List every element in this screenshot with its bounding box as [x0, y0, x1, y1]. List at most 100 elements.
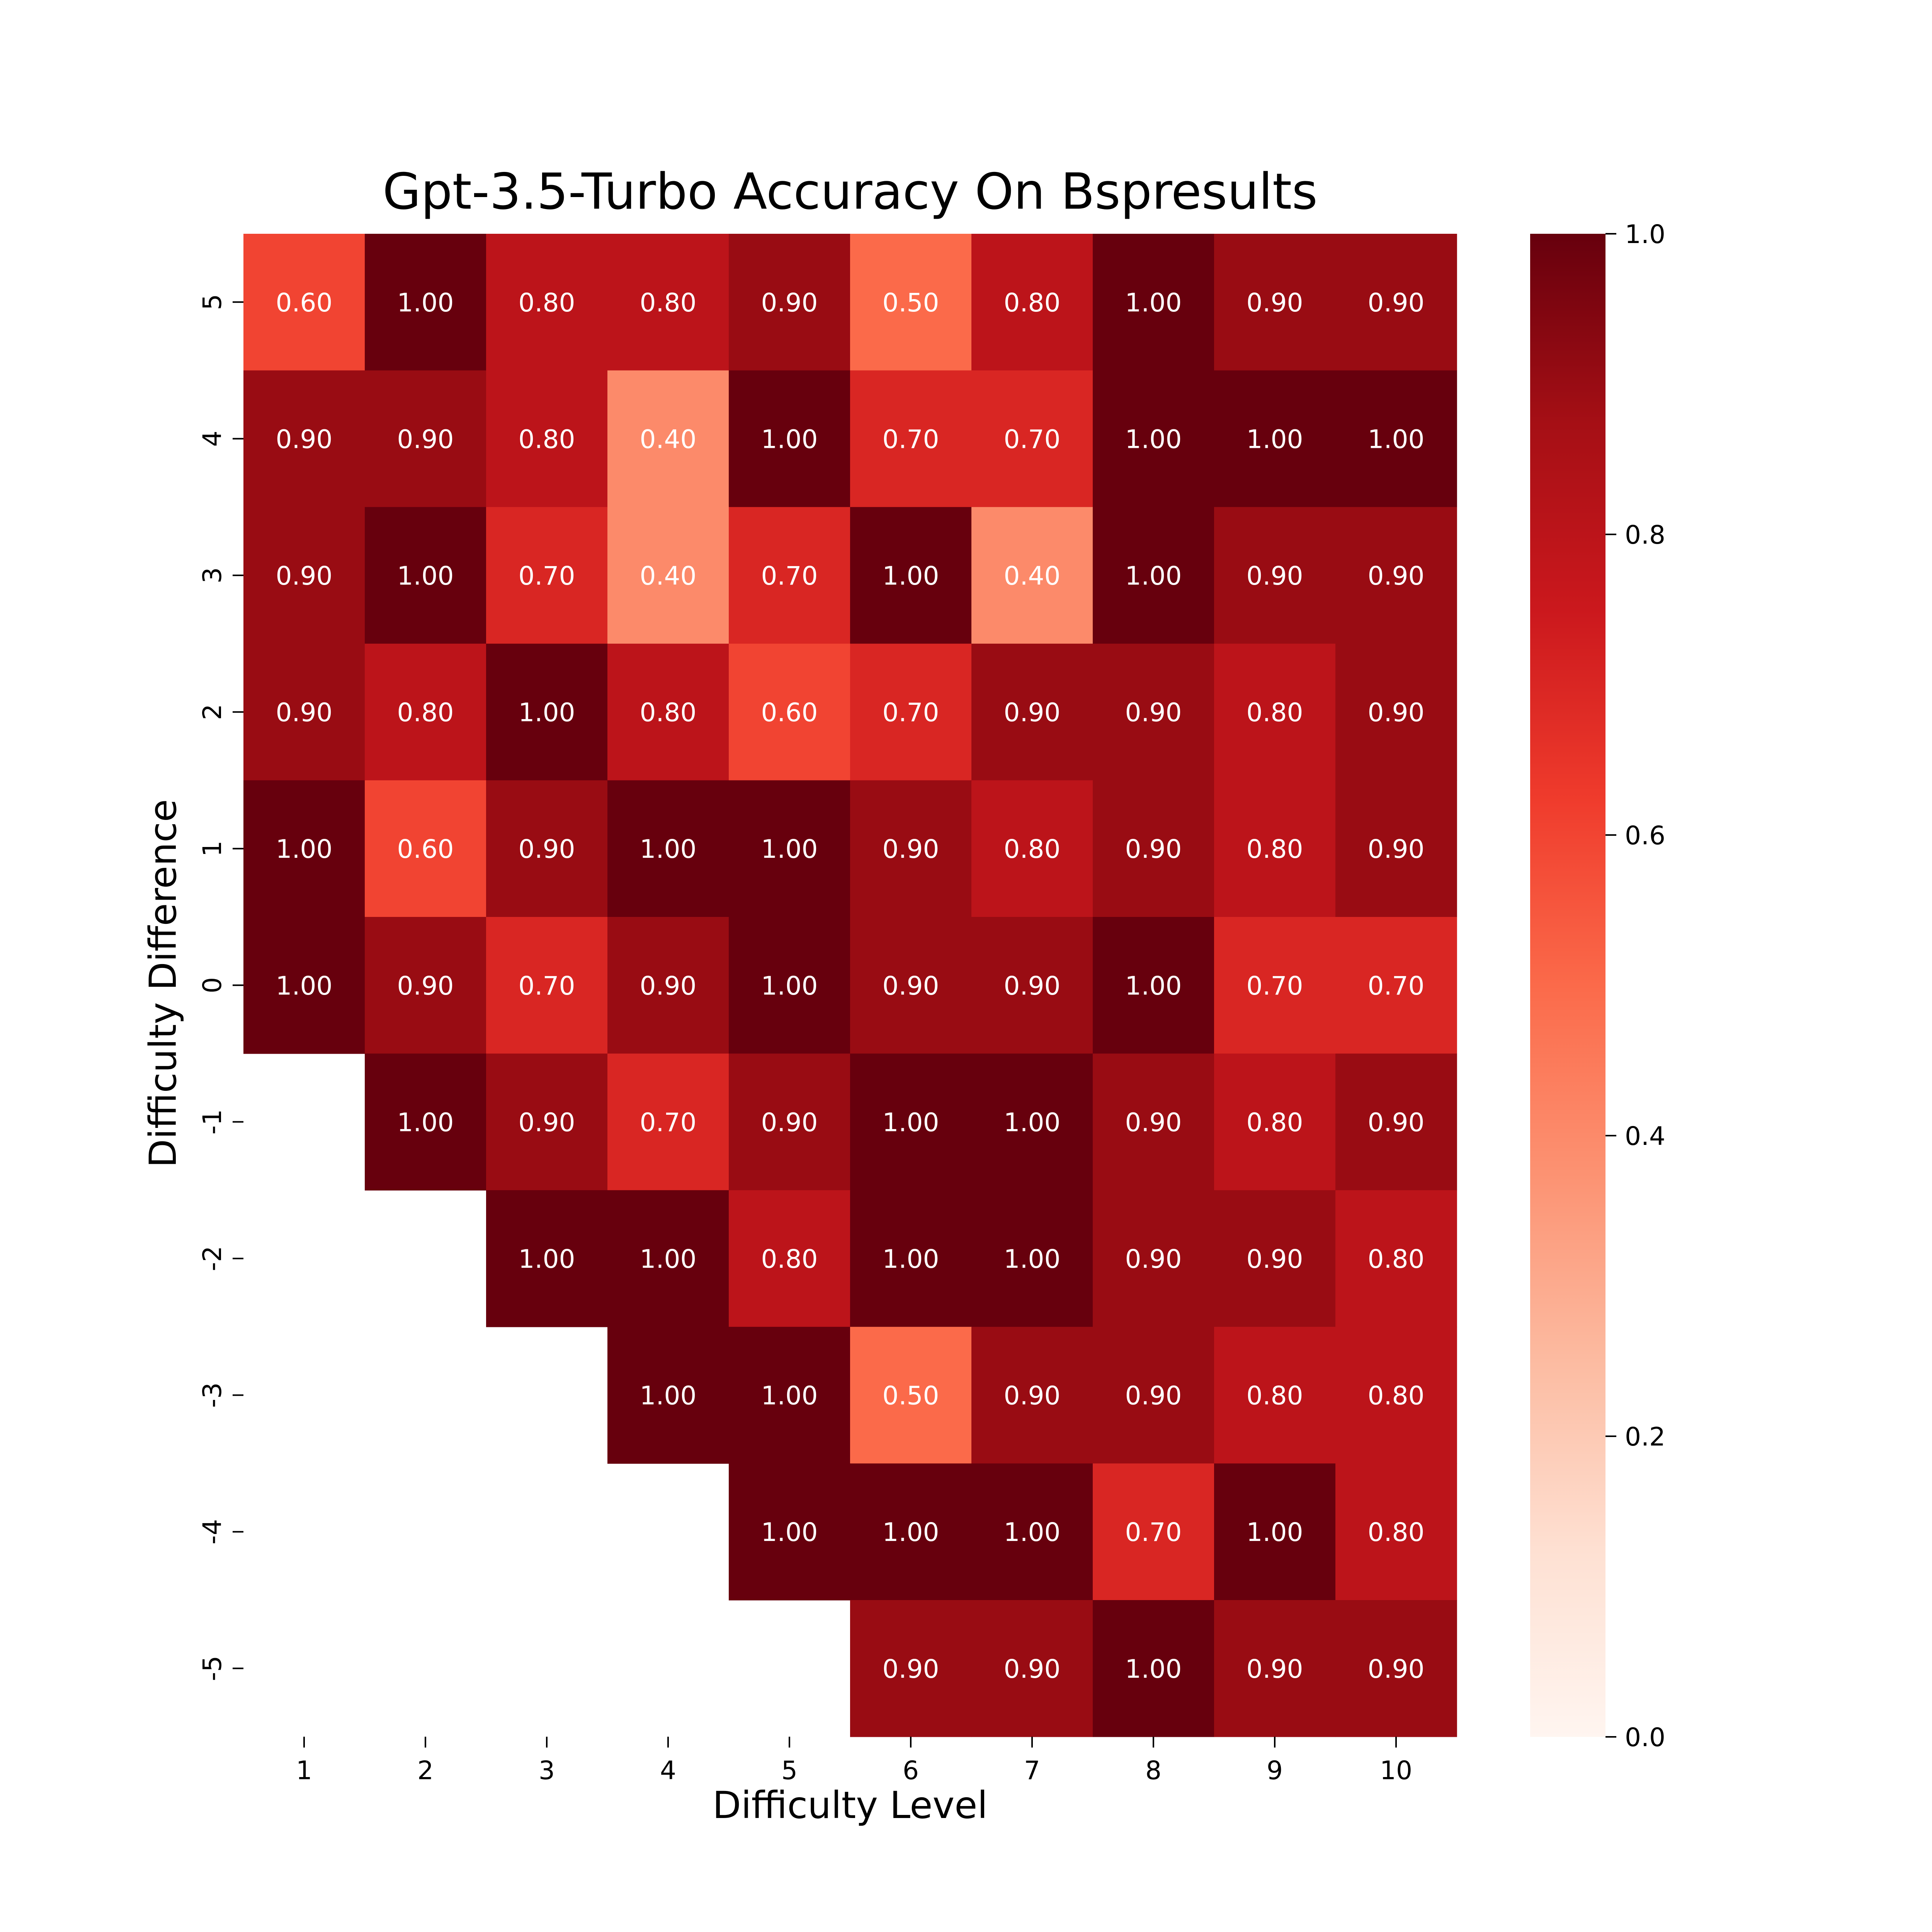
heatmap-cell: [729, 370, 850, 507]
y-tick-label: 3: [197, 567, 227, 583]
cell-value-label: 0.70: [761, 561, 818, 591]
x-tick-label: 9: [1267, 1756, 1283, 1786]
heatmap-cell: [243, 643, 365, 781]
cell-value-label: 0.70: [883, 424, 939, 454]
heatmap-cell: [1214, 1600, 1336, 1737]
cell-value-label: 0.90: [1125, 834, 1182, 864]
heatmap-cell: [850, 780, 972, 917]
cell-value-label: 0.70: [519, 971, 575, 1001]
heatmap-cell: [1214, 507, 1336, 644]
heatmap-cell: [1214, 1463, 1336, 1600]
y-tick-label: 4: [197, 430, 227, 447]
heatmap-cell: [971, 1463, 1093, 1600]
y-tick-label: -5: [197, 1656, 227, 1681]
x-tick-label: 8: [1145, 1756, 1162, 1786]
heatmap-cell: [1335, 643, 1457, 781]
cell-value-label: 0.80: [519, 424, 575, 454]
y-tick-label: 2: [197, 704, 227, 720]
cell-value-label: 1.00: [1125, 1654, 1182, 1684]
heatmap-cell: [971, 643, 1093, 781]
heatmap-cell: [1214, 643, 1336, 781]
heatmap-cell: [1214, 917, 1336, 1054]
heatmap-cell: [850, 1327, 972, 1464]
colorbar: [1530, 234, 1605, 1737]
heatmap-cell: [1093, 917, 1214, 1054]
heatmap-cell: [850, 1463, 972, 1600]
cell-value-label: 0.90: [1368, 288, 1425, 318]
cell-value-label: 0.90: [276, 561, 333, 591]
heatmap-cell: [1335, 507, 1457, 644]
cell-value-label: 0.80: [1247, 698, 1303, 728]
heatmap-cell: [1335, 234, 1457, 371]
heatmap-cell: [729, 1327, 850, 1464]
cell-value-label: 0.60: [761, 698, 818, 728]
heatmap-cell: [1214, 1053, 1336, 1190]
colorbar-tick-label: 0.0: [1625, 1723, 1665, 1752]
cell-value-label: 0.90: [1368, 834, 1425, 864]
y-tick-label: -1: [197, 1109, 227, 1134]
heatmap-cell: [971, 780, 1093, 917]
cell-value-label: 1.00: [397, 1107, 454, 1137]
colorbar-tick-label: 0.8: [1625, 520, 1665, 550]
cell-value-label: 1.00: [1125, 288, 1182, 318]
heatmap-cell: [1335, 1600, 1457, 1737]
cell-value-label: 1.00: [761, 424, 818, 454]
cell-value-label: 0.50: [883, 288, 939, 318]
cell-value-label: 0.80: [1247, 1381, 1303, 1411]
cell-value-label: 0.80: [640, 698, 697, 728]
heatmap-cell: [365, 917, 486, 1054]
x-tick-label: 7: [1024, 1756, 1040, 1786]
cell-value-label: 0.90: [1004, 971, 1061, 1001]
cell-value-label: 1.00: [883, 1244, 939, 1274]
cell-value-label: 1.00: [1125, 424, 1182, 454]
heatmap-cell: [729, 507, 850, 644]
y-tick-label: 1: [197, 840, 227, 857]
heatmap-cell: [729, 234, 850, 371]
y-tick-label: 5: [197, 294, 227, 310]
heatmap-cell: [729, 1190, 850, 1327]
cell-value-label: 1.00: [276, 834, 333, 864]
cell-value-label: 1.00: [761, 1517, 818, 1547]
cell-value-label: 0.40: [640, 424, 697, 454]
heatmap-cell: [486, 1190, 608, 1327]
cell-value-label: 0.90: [1125, 1381, 1182, 1411]
cell-value-label: 0.40: [1004, 561, 1061, 591]
heatmap-cell: [486, 370, 608, 507]
cell-value-label: 0.90: [1368, 1654, 1425, 1684]
heatmap-cell: [850, 1190, 972, 1327]
heatmap-cell: [486, 917, 608, 1054]
cell-value-label: 1.00: [1247, 1517, 1303, 1547]
cell-value-label: 0.90: [1004, 1654, 1061, 1684]
cell-value-label: 0.80: [1368, 1381, 1425, 1411]
cell-value-label: 0.90: [1368, 561, 1425, 591]
x-tick-label: 2: [417, 1756, 434, 1786]
heatmap-cell: [365, 1053, 486, 1190]
heatmap-cell: [607, 1327, 729, 1464]
heatmap-cell: [607, 507, 729, 644]
colorbar-tick-label: 1.0: [1625, 219, 1665, 249]
heatmap-cell-labels: 0.60 1.00 0.80 0.80 0.90 0.50 0.80 1.00 0.90 0.90…: [276, 288, 1425, 1684]
cell-value-label: 1.00: [640, 834, 697, 864]
cell-value-label: 0.60: [397, 834, 454, 864]
heatmap-cell: [607, 234, 729, 371]
cell-value-label: 0.90: [761, 1107, 818, 1137]
cell-value-label: 0.70: [1004, 424, 1061, 454]
heatmap-cell: [607, 1190, 729, 1327]
colorbar-tick-label: 0.4: [1625, 1121, 1665, 1151]
heatmap-cell: [243, 917, 365, 1054]
cell-value-label: 1.00: [276, 971, 333, 1001]
heatmap-cell: [1093, 643, 1214, 781]
heatmap-cell: [1093, 507, 1214, 644]
y-tick-label: -2: [197, 1246, 227, 1271]
cell-value-label: 0.90: [883, 1654, 939, 1684]
cell-value-label: 0.50: [883, 1381, 939, 1411]
cell-value-label: 1.00: [640, 1381, 697, 1411]
heatmap-cell: [1093, 1463, 1214, 1600]
x-axis-label: Difficulty Level: [713, 1784, 988, 1827]
heatmap-cell: [850, 643, 972, 781]
heatmap-cell: [850, 370, 972, 507]
cell-value-label: 0.90: [519, 1107, 575, 1137]
heatmap-cell: [1335, 1053, 1457, 1190]
colorbar-tick-label: 0.2: [1625, 1422, 1665, 1452]
